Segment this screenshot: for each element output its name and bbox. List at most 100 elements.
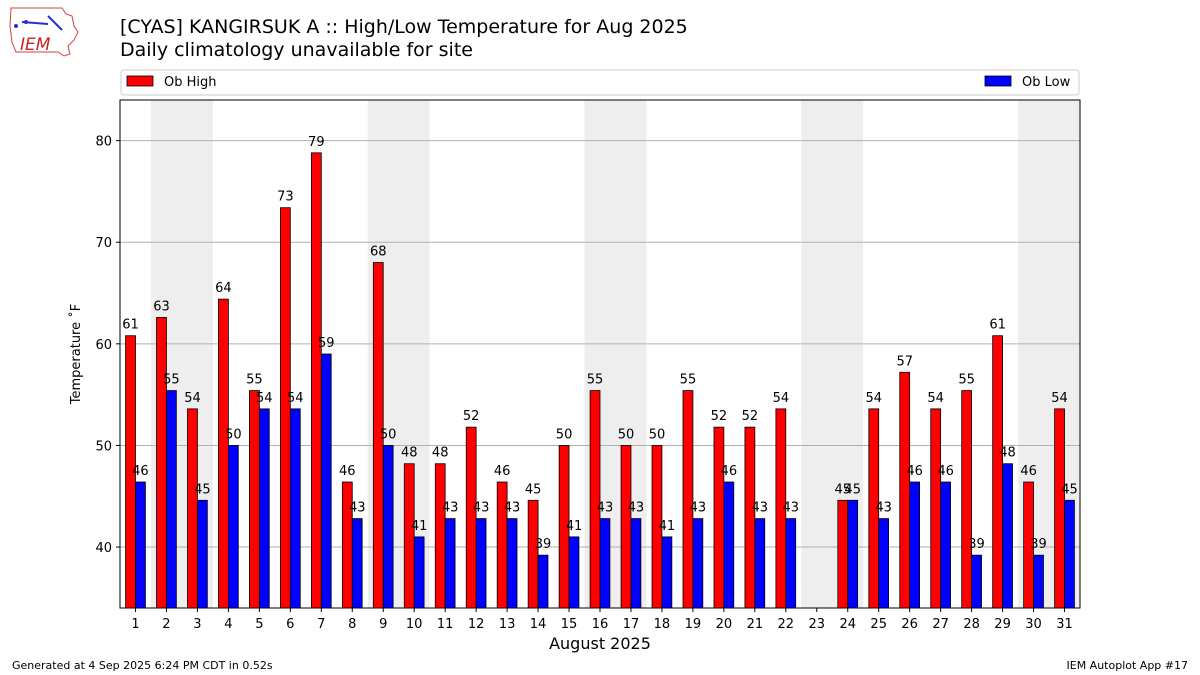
data-label-high: 46: [494, 464, 511, 479]
bar-low: [475, 518, 487, 609]
x-tick-label: 17: [623, 617, 640, 632]
legend-box: [120, 69, 1080, 96]
bar-high: [187, 408, 198, 609]
bar-low: [1002, 463, 1013, 609]
bar-high: [280, 207, 291, 609]
x-tick-label: 5: [255, 617, 263, 632]
data-label-low: 46: [937, 464, 954, 479]
data-label-low: 43: [628, 501, 645, 516]
title-line-1: [CYAS] KANGIRSUK A :: High/Low Temperatu…: [120, 16, 688, 38]
bar-low: [847, 499, 859, 609]
y-tick-label: 40: [95, 541, 112, 556]
x-tick-label: 3: [193, 617, 201, 632]
data-label-high: 48: [432, 446, 449, 461]
x-tick-label: 26: [901, 617, 918, 632]
data-label-low: 59: [318, 336, 335, 351]
data-label-low: 43: [442, 501, 459, 516]
data-label-high: 50: [649, 427, 666, 442]
data-label-low: 54: [287, 391, 304, 406]
bar-low: [878, 518, 890, 609]
legend-swatch-high: [126, 75, 154, 87]
x-tick-label: 9: [379, 617, 387, 632]
bar-low: [723, 481, 735, 609]
bar-low: [382, 445, 394, 609]
x-tick-label: 18: [654, 617, 671, 632]
y-tick-label: 80: [95, 135, 112, 150]
generated-note: Generated at 4 Sep 2025 6:24 PM CDT in 0…: [12, 659, 273, 672]
bar-low: [258, 408, 270, 609]
data-label-low: 48: [999, 446, 1016, 461]
x-tick-label: 10: [406, 617, 423, 632]
bar-high: [434, 463, 446, 609]
bar-high: [682, 390, 694, 609]
chart-title: [CYAS] KANGIRSUK A :: High/Low Temperatu…: [120, 16, 688, 62]
data-label-low: 43: [752, 501, 769, 516]
bar-high: [620, 445, 632, 609]
bar-low: [599, 518, 611, 609]
data-label-high: 52: [463, 409, 480, 424]
x-tick-label: 8: [348, 617, 356, 632]
bar-high: [744, 426, 756, 609]
x-tick-label: 7: [317, 617, 325, 632]
bar-low: [506, 518, 518, 609]
bar-low: [971, 554, 982, 609]
bar-low: [444, 518, 456, 609]
legend-label-high: Ob High: [164, 75, 217, 90]
y-tick-label: 70: [95, 236, 112, 251]
iem-logo: IEM: [9, 7, 79, 57]
x-tick-label: 22: [778, 617, 795, 632]
title-line-2: Daily climatology unavailable for site: [120, 39, 473, 61]
y-tick-label: 60: [95, 338, 112, 353]
bar-low: [320, 353, 332, 609]
data-label-low: 43: [473, 501, 490, 516]
bar-high: [403, 463, 415, 609]
x-tick-label: 20: [716, 617, 733, 632]
data-label-low: 39: [968, 537, 985, 552]
bar-high: [249, 390, 260, 609]
x-tick-label: 13: [499, 617, 516, 632]
data-label-high: 48: [401, 446, 418, 461]
data-label-low: 54: [256, 391, 273, 406]
data-label-high: 61: [122, 318, 139, 333]
data-label-low: 43: [875, 501, 892, 516]
bar-high: [465, 426, 477, 609]
bar-low: [661, 536, 673, 609]
data-label-high: 45: [525, 482, 542, 497]
x-tick-label: 1: [131, 617, 139, 632]
x-tick-label: 14: [530, 617, 547, 632]
bar-high: [713, 426, 725, 609]
data-label-low: 39: [535, 537, 552, 552]
legend-label-low: Ob Low: [1022, 75, 1071, 90]
x-tick-label: 31: [1056, 617, 1073, 632]
x-tick-label: 2: [162, 617, 170, 632]
data-label-high: 79: [308, 135, 325, 150]
data-label-high: 55: [680, 373, 697, 388]
data-label-low: 50: [380, 427, 397, 442]
x-tick-label: 4: [224, 617, 232, 632]
data-label-high: 54: [1051, 391, 1068, 406]
x-axis-label: August 2025: [549, 634, 651, 653]
data-label-low: 46: [906, 464, 923, 479]
plot-frame: [119, 99, 1081, 609]
bar-low: [166, 390, 177, 609]
data-label-high: 64: [215, 281, 232, 296]
data-label-high: 46: [1020, 464, 1037, 479]
data-label-low: 45: [844, 482, 861, 497]
y-axis-label: Temperature ˚F: [68, 304, 84, 405]
svg-text:IEM: IEM: [20, 35, 51, 55]
data-label-high: 68: [370, 245, 387, 260]
bar-low: [940, 481, 951, 609]
data-label-low: 41: [659, 519, 676, 534]
data-label-low: 46: [132, 464, 149, 479]
bar-high: [961, 390, 973, 609]
bar-high: [837, 499, 849, 609]
x-tick-label: 24: [839, 617, 856, 632]
bar-high: [930, 408, 942, 609]
data-label-low: 55: [163, 373, 180, 388]
bar-low: [351, 518, 363, 609]
bar-low: [413, 536, 425, 609]
x-tick-label: 28: [963, 617, 980, 632]
bar-low: [692, 518, 704, 609]
data-label-high: 55: [587, 373, 604, 388]
